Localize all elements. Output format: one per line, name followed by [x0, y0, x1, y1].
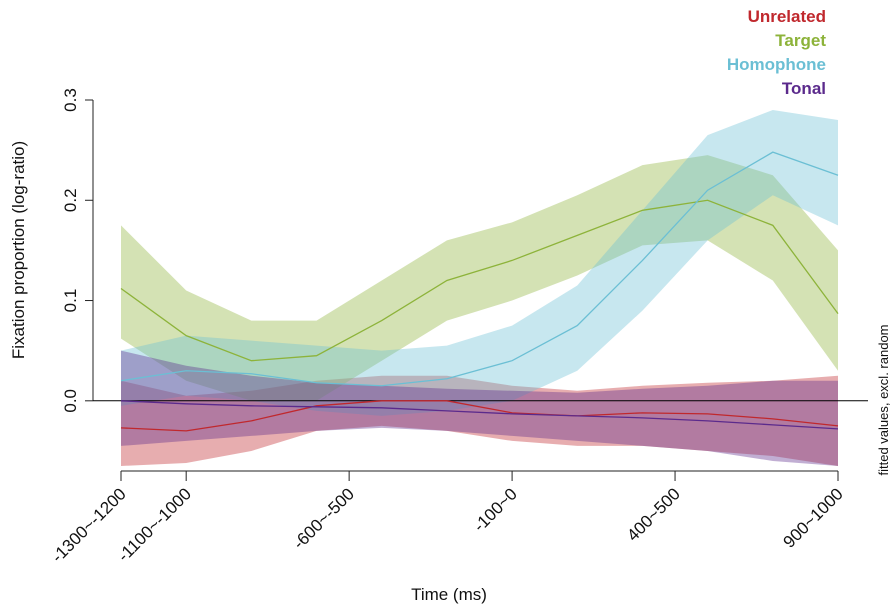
x-tick-label: -100~0	[470, 484, 521, 535]
confidence-band	[121, 110, 838, 416]
y-tick-label: 0.1	[61, 289, 80, 313]
x-tick-label: 900~1000	[780, 484, 847, 551]
confidence-band	[121, 155, 838, 401]
fit-line	[120, 400, 839, 432]
legend-label: Homophone	[727, 55, 826, 74]
x-axis-label: Time (ms)	[411, 585, 487, 604]
confidence-band	[121, 350, 838, 466]
y-tick-label: 0.0	[61, 389, 80, 413]
fit-line	[120, 199, 839, 362]
y-axis-label: Fixation proportion (log-ratio)	[9, 141, 28, 359]
legend-label: Unrelated	[748, 7, 826, 26]
y-tick-label: 0.3	[61, 88, 80, 112]
fit-line	[120, 151, 839, 387]
legend-label: Target	[775, 31, 826, 50]
fit-line	[120, 400, 839, 430]
x-tick-label: 400~500	[623, 484, 684, 545]
y-tick-label: 0.2	[61, 188, 80, 212]
legend-label: Tonal	[782, 79, 826, 98]
x-tick-label: -600~-500	[289, 484, 358, 553]
right-label: fitted values, excl. random	[876, 324, 891, 475]
confidence-band	[121, 375, 838, 466]
